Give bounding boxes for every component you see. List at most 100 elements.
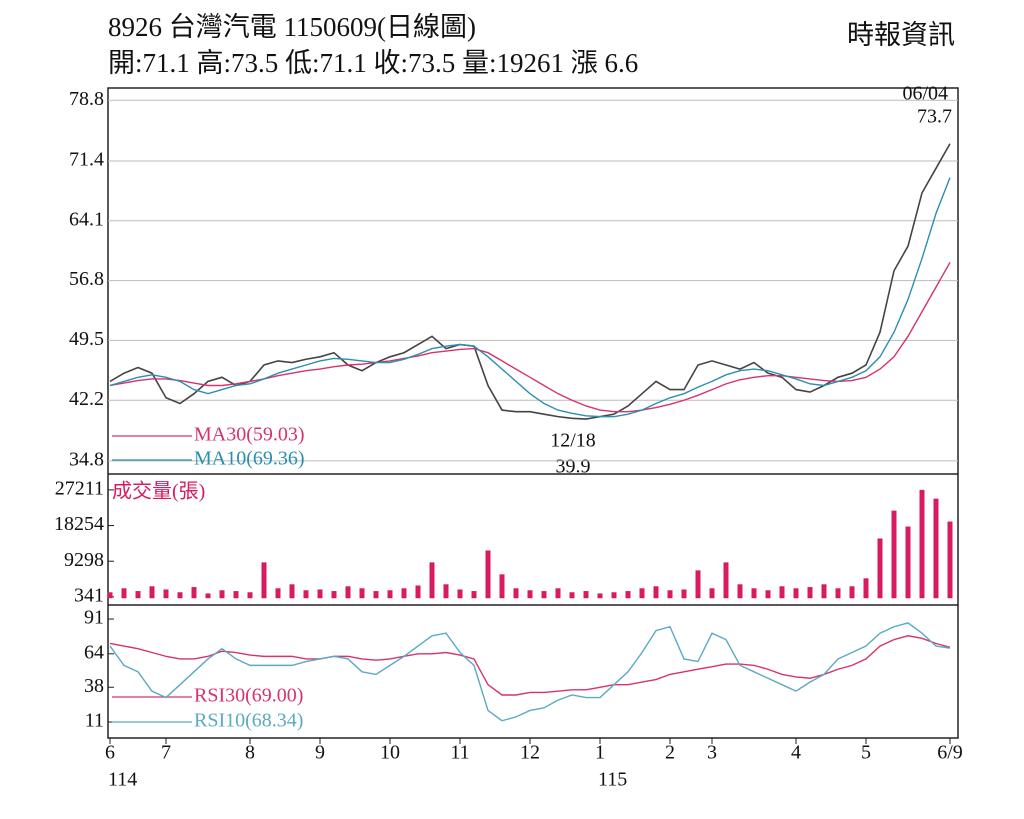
volume-bar bbox=[709, 588, 715, 599]
line bbox=[109, 261, 951, 413]
volume-bar bbox=[863, 578, 869, 599]
volume-bar bbox=[807, 587, 813, 599]
y-tick-label: 27211 bbox=[55, 477, 104, 499]
year-label: 114 bbox=[108, 769, 137, 791]
source: 時報資訊 bbox=[847, 20, 955, 50]
volume-bar bbox=[443, 584, 449, 599]
volume-bar bbox=[289, 584, 295, 599]
legend-label: MA30(59.03) bbox=[194, 424, 305, 446]
volume-bar bbox=[793, 588, 799, 599]
volume-bar bbox=[919, 489, 925, 599]
frame bbox=[107, 87, 959, 739]
volume-bar bbox=[191, 587, 197, 599]
volume-bar bbox=[933, 498, 939, 599]
volume-bar bbox=[835, 588, 841, 599]
volume-bar bbox=[499, 574, 505, 599]
volume-bar bbox=[681, 589, 687, 599]
volume-bar bbox=[177, 592, 183, 599]
volume-bar bbox=[331, 591, 337, 599]
volume-bar bbox=[555, 588, 561, 599]
volume-bar bbox=[905, 526, 911, 599]
legend-label: MA10(69.36) bbox=[194, 448, 305, 470]
legend-label: RSI30(69.00) bbox=[194, 685, 303, 707]
volume-bar bbox=[303, 590, 309, 599]
x-tick-label: 5 bbox=[861, 742, 871, 764]
volume-bar bbox=[471, 591, 477, 599]
volume-bar bbox=[373, 591, 379, 599]
volume-bar bbox=[513, 588, 519, 599]
y-tick-label: 9298 bbox=[64, 549, 104, 571]
volume-bar bbox=[485, 550, 491, 599]
volume-bar bbox=[877, 538, 883, 599]
volume-bar bbox=[359, 588, 365, 599]
y-tick-label: 49.5 bbox=[69, 328, 104, 350]
y-tick-label: 18254 bbox=[54, 513, 104, 535]
x-tick-label: 3 bbox=[707, 742, 717, 764]
x-tick-label: 2 bbox=[665, 742, 675, 764]
x-tick-label: 6/9 bbox=[937, 742, 963, 764]
y-tick-label: 42.2 bbox=[69, 388, 104, 410]
volume-bar bbox=[891, 510, 897, 599]
y-tick-label: 56.8 bbox=[69, 268, 104, 290]
volume-bar bbox=[947, 521, 953, 599]
y-tick-label: 341 bbox=[74, 584, 104, 606]
volume-bar bbox=[597, 593, 603, 599]
volume-bar bbox=[135, 591, 141, 599]
volume-bar bbox=[541, 591, 547, 599]
year-label: 115 bbox=[598, 769, 627, 791]
y-tick-label: 71.4 bbox=[69, 149, 104, 171]
volume-bar bbox=[275, 588, 281, 599]
volume-bar bbox=[723, 562, 729, 599]
volume-bar bbox=[695, 570, 701, 599]
y-tick-label: 64 bbox=[84, 641, 104, 663]
volume-bar bbox=[625, 591, 631, 599]
x-tick-label: 11 bbox=[450, 742, 469, 764]
quote-info: 開:71.1 高:73.5 低:71.1 收:73.5 量:19261 漲 6.… bbox=[108, 48, 638, 78]
annotation: 73.7 bbox=[917, 106, 952, 128]
volume-bar bbox=[611, 592, 617, 599]
volume-bar bbox=[247, 592, 253, 599]
volume-bar bbox=[219, 590, 225, 599]
x-tick-label: 10 bbox=[380, 742, 400, 764]
annotation: 12/18 bbox=[550, 430, 596, 452]
line bbox=[109, 177, 951, 418]
volume-bar bbox=[779, 586, 785, 599]
volume-bar bbox=[149, 586, 155, 599]
volume-bar bbox=[639, 588, 645, 599]
x-tick-label: 4 bbox=[791, 742, 801, 764]
chart-title: 8926 台灣汽電 1150609(日線圖) bbox=[108, 12, 476, 42]
volume-bar bbox=[751, 588, 757, 599]
y-tick-label: 34.8 bbox=[69, 448, 104, 470]
volume-bar bbox=[429, 562, 435, 599]
x-tick-label: 6 bbox=[105, 742, 115, 764]
volume-bar bbox=[765, 590, 771, 599]
volume-bar bbox=[653, 586, 659, 599]
volume-bar bbox=[317, 589, 323, 599]
volume-bar bbox=[667, 590, 673, 599]
volume-bar bbox=[205, 593, 211, 599]
volume-bar bbox=[261, 562, 267, 599]
volume-bar bbox=[401, 588, 407, 599]
volume-bar bbox=[457, 589, 463, 599]
volume-bar bbox=[387, 590, 393, 599]
volume-bar bbox=[415, 585, 421, 599]
volume-bar bbox=[737, 584, 743, 599]
x-tick-label: 8 bbox=[245, 742, 255, 764]
volume-bar bbox=[527, 590, 533, 599]
x-tick-label: 7 bbox=[161, 742, 171, 764]
legend-label: RSI10(68.34) bbox=[194, 710, 303, 732]
line bbox=[109, 622, 951, 722]
volume-bar bbox=[163, 589, 169, 599]
y-tick-label: 38 bbox=[84, 675, 104, 697]
volume-bar bbox=[345, 586, 351, 599]
y-tick-label: 91 bbox=[84, 607, 104, 629]
annotation: 06/04 bbox=[902, 83, 948, 105]
annotation: 39.9 bbox=[556, 456, 591, 478]
x-tick-label: 12 bbox=[520, 742, 540, 764]
volume-bar bbox=[821, 584, 827, 599]
volume-bar bbox=[569, 592, 575, 599]
line bbox=[109, 635, 951, 696]
x-tick-label: 1 bbox=[595, 742, 605, 764]
volume-bar bbox=[583, 591, 589, 599]
